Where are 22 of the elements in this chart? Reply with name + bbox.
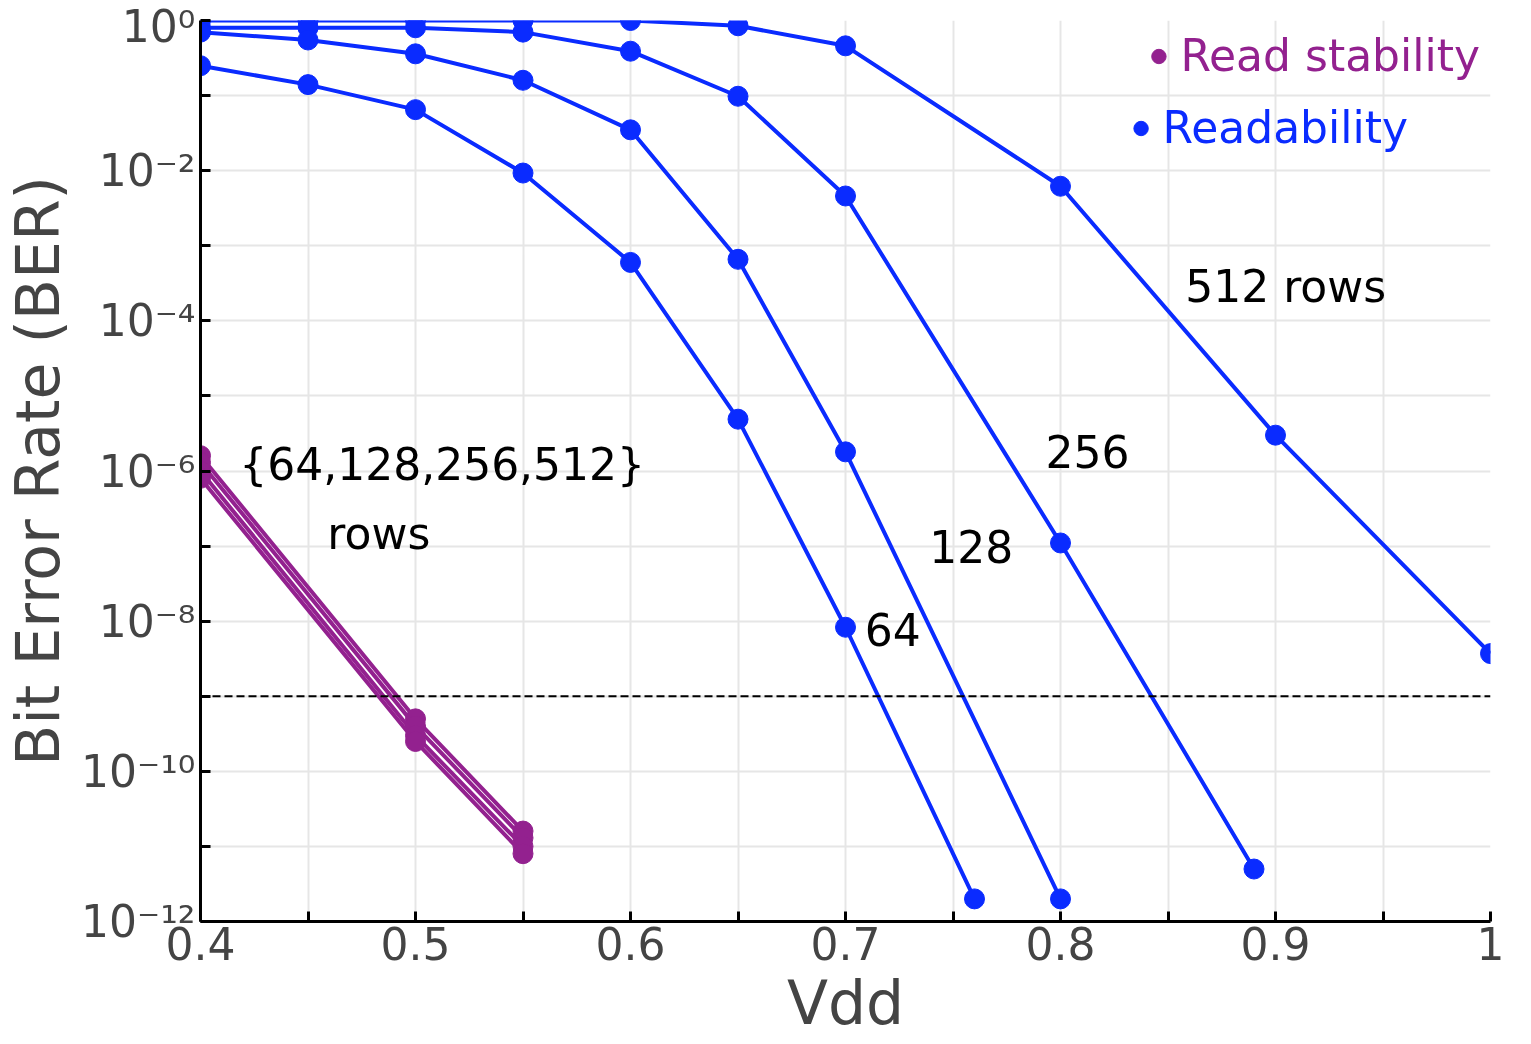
y-tick-label: 10⁰ — [121, 0, 196, 52]
annotation: rows — [327, 507, 431, 559]
x-tick-label: 0.5 — [380, 918, 451, 970]
y-tick-label: 10⁻⁸ — [98, 595, 196, 647]
x-tick-label: 0.7 — [810, 918, 881, 970]
x-tick-label: 0.9 — [1240, 918, 1311, 970]
legend-label: Readability — [1162, 102, 1408, 153]
annotation: 64 — [864, 605, 921, 657]
x-tick-label: 1 — [1476, 918, 1505, 970]
y-tick-label: 10⁻¹⁰ — [81, 745, 196, 797]
annotation: 512 rows — [1185, 261, 1387, 313]
legend-label: Read stability — [1180, 30, 1480, 81]
annotation: {64,128,256,512} — [239, 438, 646, 490]
y-tick-label: 10⁻⁶ — [98, 445, 196, 497]
annotation: 128 — [929, 521, 1014, 573]
y-tick-label: 10⁻² — [98, 145, 196, 197]
y-tick-label: 10⁻⁴ — [98, 295, 196, 347]
x-axis-title: Vdd — [786, 967, 905, 1038]
x-tick-label: 0.6 — [595, 918, 666, 970]
annotation: 256 — [1045, 426, 1130, 478]
y-axis-title: Bit Error Rate (BER) — [3, 176, 74, 766]
x-tick-label: 0.8 — [1025, 918, 1096, 970]
